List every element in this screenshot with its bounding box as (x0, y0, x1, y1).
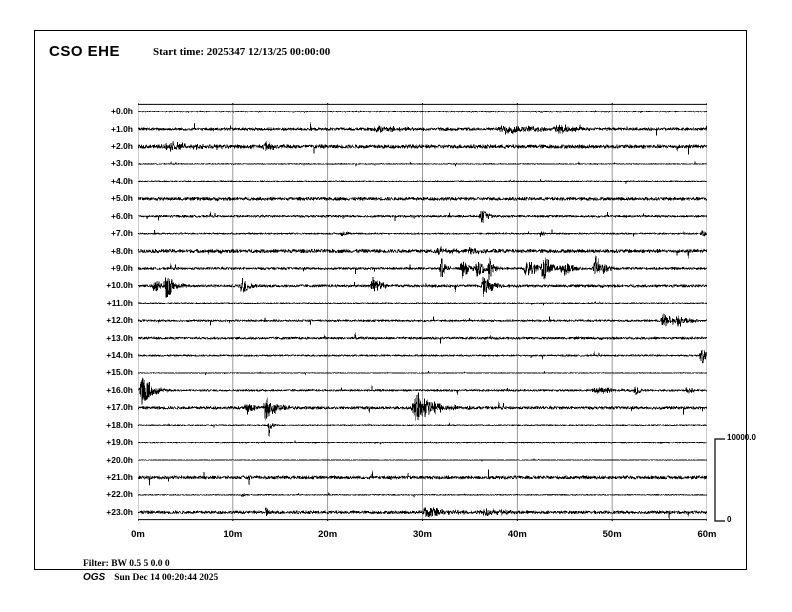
seismic-trace (138, 178, 707, 184)
scale-min-label: 0 (727, 515, 732, 524)
agency-label: OGS (83, 572, 106, 583)
y-axis-tick-label: +1.0h (111, 123, 133, 134)
y-axis-tick-label: +18.0h (106, 419, 133, 430)
seismic-trace (138, 422, 707, 437)
y-axis-tick-label: +13.0h (106, 332, 133, 343)
y-axis-tick-label: +23.0h (106, 506, 133, 517)
x-axis-tick-label: 0m (131, 529, 145, 540)
y-axis-labels: +0.0h +1.0h +2.0h +3.0h +4.0h +5.0h +6.0h +7.0h… (63, 103, 133, 521)
seismic-trace (138, 246, 707, 259)
y-axis-tick-label: +3.0h (111, 158, 133, 169)
grid-lines (138, 103, 707, 521)
seismic-trace (138, 301, 707, 306)
y-axis-tick-label: +16.0h (106, 384, 133, 395)
y-axis-tick-label: +22.0h (106, 489, 133, 500)
y-axis-tick-label: +15.0h (106, 367, 133, 378)
y-axis-tick-label: +11.0h (106, 297, 133, 308)
y-axis-tick-label: +2.0h (111, 141, 133, 152)
scale-bracket-icon (714, 438, 725, 522)
x-axis-tick-label: 60m (697, 529, 717, 540)
seismic-trace (138, 469, 707, 486)
seismic-trace (138, 110, 707, 114)
scale-max-label: 10000.0 (727, 433, 756, 442)
seismic-trace (138, 122, 707, 136)
seismogram-canvas (138, 103, 707, 521)
seismic-trace (138, 377, 707, 405)
seismic-trace (138, 370, 707, 376)
seismic-trace (138, 276, 707, 298)
seismic-trace (138, 196, 707, 202)
y-axis-tick-label: +12.0h (106, 315, 133, 326)
y-axis-tick-label: +21.0h (106, 471, 133, 482)
seismic-trace (138, 141, 707, 155)
seismogram-plot (138, 103, 707, 521)
filter-label: Filter: BW 0.5 5 0.0 0 (83, 559, 170, 569)
x-axis-tick-label: 50m (602, 529, 622, 540)
x-axis-tick-label: 30m (412, 529, 433, 540)
y-axis-tick-label: +0.0h (111, 106, 133, 117)
x-axis-tick-label: 20m (318, 529, 338, 540)
y-axis-tick-label: +6.0h (111, 210, 133, 221)
stamp-line: OGS Sun Dec 14 00:20:44 2025 (83, 571, 218, 585)
seismic-trace (138, 332, 707, 344)
y-axis-tick-label: +7.0h (111, 228, 133, 239)
y-axis-tick-label: +9.0h (111, 262, 133, 273)
seismic-trace (138, 458, 707, 462)
seismic-traces (138, 110, 707, 520)
seismic-trace (138, 210, 707, 223)
seismic-trace (138, 392, 707, 421)
seismic-trace (138, 161, 707, 167)
start-time-label: Start time: 2025347 12/13/25 00:00:00 (153, 46, 331, 58)
x-axis-labels: 0m 10m 20m 30m 40m 50m 60m (131, 529, 716, 549)
footer: Filter: BW 0.5 5 0.0 0 OGS Sun Dec 14 00:… (83, 558, 218, 585)
y-axis-tick-label: +19.0h (106, 437, 133, 448)
amplitude-scale-bar: 10000.0 0 (711, 433, 781, 524)
axis-ticks (138, 103, 707, 521)
y-axis-tick-label: +14.0h (106, 350, 133, 361)
seismic-trace (138, 492, 707, 498)
seismic-trace (138, 229, 707, 238)
x-axis-tick-label: 40m (507, 529, 527, 540)
y-axis-tick-label: +20.0h (106, 454, 133, 465)
plot-frame: CSO EHE Start time: 2025347 12/13/25 00:… (34, 30, 756, 583)
y-axis-tick-label: +10.0h (106, 280, 133, 291)
y-axis-tick-label: +4.0h (111, 175, 133, 186)
seismic-trace (138, 507, 707, 520)
seismic-trace (138, 255, 707, 282)
x-axis-tick-label: 10m (223, 529, 243, 540)
timestamp-label: Sun Dec 14 00:20:44 2025 (114, 573, 219, 583)
seismic-trace (138, 440, 707, 445)
y-axis-tick-label: +5.0h (111, 193, 133, 204)
y-axis-tick-label: +8.0h (111, 245, 133, 256)
seismic-trace (138, 349, 707, 364)
y-axis-tick-label: +17.0h (106, 402, 133, 413)
page-title: CSO EHE (49, 43, 121, 60)
seismic-trace (138, 313, 707, 327)
